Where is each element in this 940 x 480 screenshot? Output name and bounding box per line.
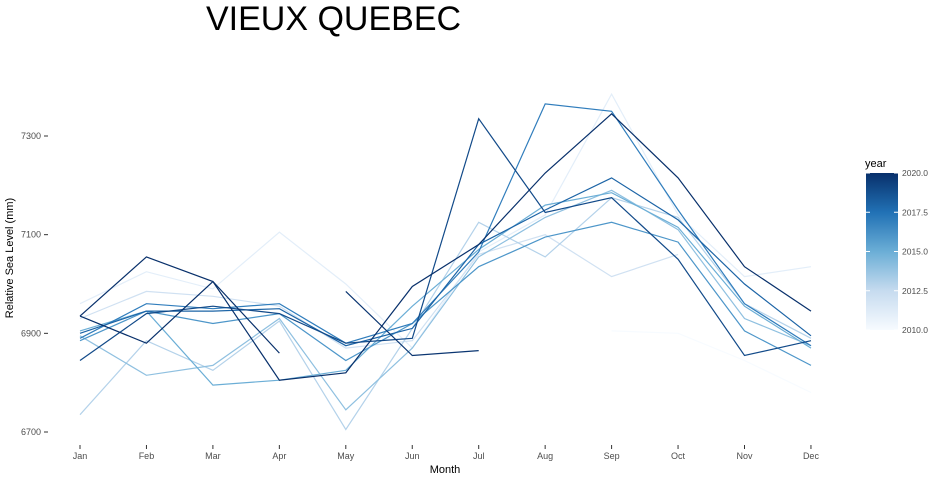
x-tick-label: Oct: [671, 451, 686, 461]
legend-title: year: [865, 158, 887, 170]
y-tick-label: 6900: [21, 328, 41, 338]
x-tick-label: Nov: [736, 451, 753, 461]
series-line-2020: [79, 112, 812, 381]
y-axis-title: Relative Sea Level (mm): [4, 198, 16, 318]
series-line-2010: [611, 330, 812, 394]
series-layer: [79, 92, 812, 431]
x-tick-label: Apr: [272, 451, 286, 461]
series-line-2018: [79, 177, 812, 347]
series-line-2017: [79, 103, 812, 347]
series-line-2014: [79, 189, 812, 411]
legend-tick-label: 2017.5: [902, 207, 928, 217]
x-tick-label: Jan: [73, 451, 88, 461]
series-line-2016: [79, 221, 812, 366]
legend-colorbar: [866, 173, 898, 330]
series-line-2012: [79, 234, 679, 349]
x-tick-label: Aug: [537, 451, 553, 461]
legend-ticks: 2010.0 2012.5 2015.0 2017.5 2020.0: [866, 168, 928, 335]
series-line-2015: [79, 192, 812, 386]
series-line-2011: [79, 92, 812, 350]
x-axis-title: Month: [430, 464, 461, 476]
x-tick-label: Jul: [473, 451, 485, 461]
legend-tick-label: 2010.0: [902, 325, 928, 335]
series-line-2021: [79, 256, 280, 354]
chart-title: VIEUX QUEBEC: [206, 0, 461, 38]
legend: year 2010.0 2012.5 2015.0 2017.5 2020.0: [865, 158, 928, 335]
x-tick-label: Sep: [604, 451, 620, 461]
series-line-2013: [79, 197, 812, 431]
x-tick-label: Jun: [405, 451, 420, 461]
legend-tick-label: 2015.0: [902, 247, 928, 257]
x-tick-label: Dec: [803, 451, 820, 461]
y-tick-label: 6700: [21, 427, 41, 437]
y-axis: 6700 6900 7100 7300: [21, 131, 48, 437]
x-tick-label: Mar: [205, 451, 221, 461]
legend-tick-label: 2020.0: [902, 168, 928, 178]
y-tick-label: 7100: [21, 230, 41, 240]
x-axis: Jan Feb Mar Apr May Jun Jul Aug Sep Oct Nov Dec: [73, 445, 820, 461]
x-tick-label: May: [337, 451, 355, 461]
series-line-2019: [79, 117, 812, 361]
series-line-2019.8: [345, 290, 479, 357]
legend-tick-label: 2012.5: [902, 286, 928, 296]
x-tick-label: Feb: [139, 451, 155, 461]
y-tick-label: 7300: [21, 131, 41, 141]
